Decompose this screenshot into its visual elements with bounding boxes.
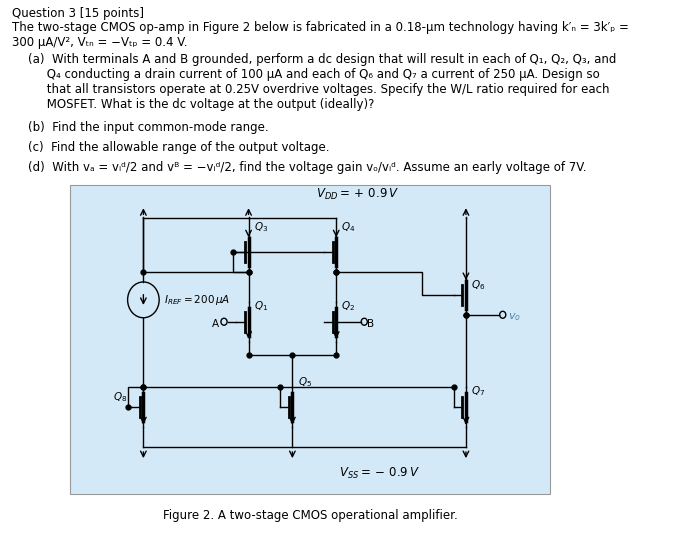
Text: Figure 2. A two-stage CMOS operational amplifier.: Figure 2. A two-stage CMOS operational a… [162,509,457,522]
Text: $Q_1$: $Q_1$ [254,299,268,313]
Text: $V_{DD}=+\,0.9\,V$: $V_{DD}=+\,0.9\,V$ [316,187,399,202]
Text: Question 3 [15 points]: Question 3 [15 points] [12,8,144,21]
Text: $v_o$: $v_o$ [508,311,521,322]
Text: $Q_6$: $Q_6$ [471,278,486,292]
Text: B: B [367,319,374,329]
Text: $Q_7$: $Q_7$ [471,385,485,398]
Text: (b)  Find the input common-mode range.: (b) Find the input common-mode range. [28,121,268,134]
Text: (c)  Find the allowable range of the output voltage.: (c) Find the allowable range of the outp… [28,141,329,154]
Text: The two-stage CMOS op-amp in Figure 2 below is fabricated in a 0.18-μm technolog: The two-stage CMOS op-amp in Figure 2 be… [12,21,629,49]
Text: (a)  With terminals A and B grounded, perform a dc design that will result in ea: (a) With terminals A and B grounded, per… [28,53,616,111]
Text: $Q_5$: $Q_5$ [298,375,312,390]
FancyBboxPatch shape [70,186,550,494]
Text: A: A [211,319,219,329]
Text: $V_{SS}=-\,0.9\,V$: $V_{SS}=-\,0.9\,V$ [339,466,419,481]
Text: $Q_8$: $Q_8$ [113,391,127,404]
Text: $Q_2$: $Q_2$ [342,299,356,313]
Text: $I_{REF}=200\,\mu A$: $I_{REF}=200\,\mu A$ [164,293,231,307]
Text: (d)  With vₐ = vᵢᵈ/2 and vᴮ = −vᵢᵈ/2, find the voltage gain vₒ/vᵢᵈ. Assume an ea: (d) With vₐ = vᵢᵈ/2 and vᴮ = −vᵢᵈ/2, fin… [28,161,586,174]
Text: $Q_3$: $Q_3$ [254,220,268,234]
Text: $Q_4$: $Q_4$ [342,220,356,234]
